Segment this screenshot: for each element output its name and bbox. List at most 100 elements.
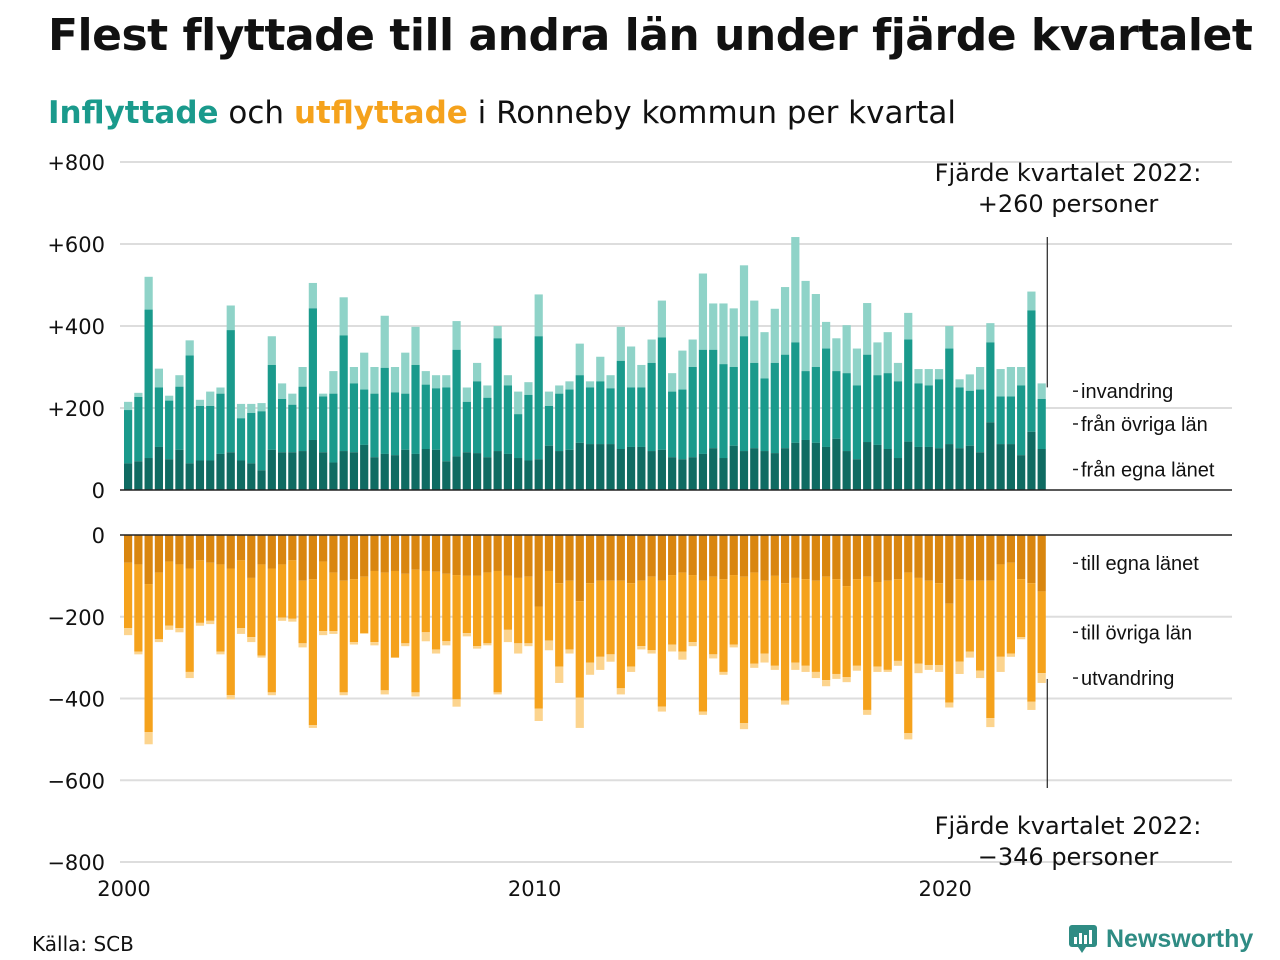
subtitle-and: och [218, 95, 294, 131]
bar-out-other-county [626, 583, 636, 667]
bar-in-immigration [842, 325, 851, 374]
bar-out-other-county [770, 575, 779, 666]
bar-in-immigration [267, 336, 276, 365]
bar-in-immigration [144, 276, 153, 310]
bar-out-own-county [626, 535, 636, 584]
bar-in-own-county [534, 459, 543, 490]
bar-in-immigration [883, 332, 892, 374]
bar-in-immigration [565, 381, 574, 390]
bar-in-immigration [319, 393, 328, 397]
bar-in-immigration [575, 343, 584, 376]
bar-out-other-county [709, 576, 718, 655]
bar-in-immigration [596, 356, 605, 382]
y-tick-label-top: +200 [47, 397, 105, 421]
bar-out-own-county [360, 535, 369, 577]
bar-out-other-county [688, 575, 697, 643]
bar-out-own-county [616, 535, 625, 581]
bar-in-immigration [288, 393, 297, 405]
gridlines [120, 161, 1232, 863]
bar-out-own-county [524, 535, 533, 577]
bar-out-emigration [360, 633, 369, 634]
bar-in-immigration [277, 383, 287, 399]
bar-out-other-county [822, 576, 831, 681]
bar-in-own-county [698, 453, 708, 490]
bar-out-emigration [421, 632, 430, 642]
bar-in-own-county [462, 452, 471, 490]
bar-out-other-county [1017, 579, 1026, 638]
bar-out-own-county [934, 535, 944, 584]
bar-in-immigration [216, 387, 225, 394]
bar-out-emigration [165, 625, 174, 630]
bar-in-other-county [770, 362, 779, 454]
bar-in-other-county [165, 400, 174, 460]
bar-in-own-county [822, 446, 831, 490]
bar-in-own-county [811, 442, 820, 490]
bar-in-own-county [904, 441, 913, 490]
bar-in-own-county [226, 452, 235, 490]
bar-out-own-county [503, 535, 513, 576]
bar-out-emigration [760, 653, 769, 663]
bar-in-own-county [688, 457, 697, 490]
y-tick-label-top: +400 [47, 315, 105, 339]
bar-in-immigration [431, 375, 441, 389]
bar-out-other-county [421, 570, 430, 633]
bar-in-immigration [780, 287, 790, 355]
bar-in-own-county [1017, 455, 1026, 490]
series-label-out_own: till egna länet [1081, 553, 1199, 575]
bar-in-immigration [791, 237, 800, 343]
bar-in-other-county [267, 364, 276, 450]
bar-out-emigration [370, 642, 379, 646]
bar-out-other-county [565, 580, 574, 650]
bar-in-own-county [452, 456, 461, 490]
bar-in-own-county [493, 451, 502, 490]
bar-in-own-county [154, 446, 163, 490]
bar-in-other-county [811, 367, 820, 443]
bar-out-emigration [524, 643, 533, 647]
bar-out-own-county [647, 535, 656, 577]
bar-in-other-county [719, 364, 728, 459]
bar-out-other-county [801, 579, 810, 666]
bar-out-emigration [134, 651, 143, 655]
bar-out-other-county [195, 560, 205, 623]
bar-out-emigration [893, 660, 903, 666]
bar-out-emigration [1027, 701, 1036, 710]
bar-in-immigration [852, 348, 862, 386]
bar-in-own-county [873, 444, 882, 490]
bar-out-emigration [493, 692, 502, 695]
bar-out-other-county [401, 573, 410, 644]
bar-in-immigration [462, 387, 471, 402]
bar-in-other-county [124, 410, 133, 464]
bar-out-other-county [934, 583, 944, 665]
bar-out-own-county [257, 535, 266, 565]
bar-in-own-county [236, 460, 246, 490]
bar-in-own-county [524, 460, 533, 490]
bar-in-own-county [883, 449, 892, 490]
bar-out-other-county [288, 560, 297, 619]
source-note: Källa: SCB [32, 932, 134, 956]
bar-in-own-county [206, 460, 215, 490]
bar-out-own-county [185, 535, 194, 569]
bar-out-emigration [226, 695, 235, 700]
bar-in-own-county [606, 444, 615, 490]
bar-out-own-county [1017, 535, 1026, 580]
bar-in-other-county [514, 414, 523, 459]
bar-out-emigration [1017, 637, 1026, 640]
bar-out-other-county [1006, 562, 1015, 654]
bar-in-other-county [154, 387, 163, 447]
bar-out-emigration [750, 663, 759, 668]
bar-in-other-county [832, 371, 841, 439]
bar-out-emigration [483, 643, 492, 646]
bar-in-own-county [893, 458, 903, 490]
bar-out-other-county [544, 570, 554, 641]
bar-in-other-county [616, 360, 625, 449]
bar-in-own-county [1006, 444, 1015, 490]
bar-in-immigration [1027, 291, 1036, 311]
bar-in-other-county [1006, 396, 1015, 445]
bar-out-emigration [267, 692, 276, 696]
y-tick-label-bottom: −600 [47, 769, 105, 793]
bar-out-other-county [893, 579, 903, 661]
bar-out-other-county [832, 579, 841, 674]
bar-out-emigration [319, 631, 328, 636]
bar-in-own-county [288, 452, 297, 490]
bar-in-immigration [698, 273, 708, 350]
